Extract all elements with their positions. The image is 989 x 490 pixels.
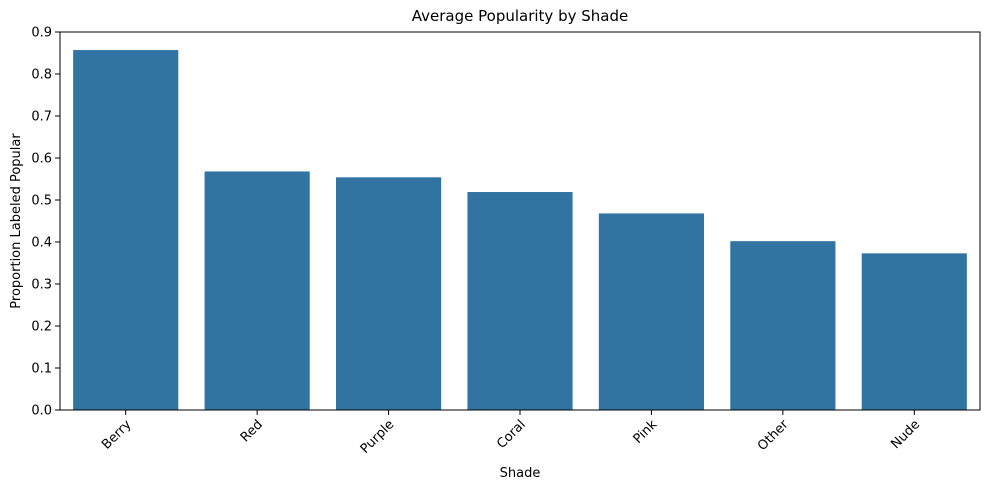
bar-berry [73, 50, 179, 411]
y-tick-label: 0.5 [31, 194, 52, 209]
y-tick-label: 0.9 [31, 26, 52, 41]
x-tick-label: Berry [99, 417, 135, 453]
y-tick-label: 0.8 [31, 68, 52, 83]
x-tick-label: Nude [888, 417, 923, 452]
bar-red [204, 171, 310, 410]
x-tick-label: Other [755, 417, 792, 454]
bar-pink [598, 213, 704, 410]
y-tick-label: 0.3 [31, 278, 52, 293]
y-tick-label: 0.6 [31, 152, 52, 167]
x-tick-label: Coral [494, 417, 529, 452]
bar-coral [467, 192, 573, 410]
bar-purple [336, 177, 442, 410]
y-axis-label: Proportion Labeled Popular [9, 133, 24, 309]
y-tick-label: 0.7 [31, 110, 52, 125]
chart-title: Average Popularity by Shade [412, 7, 628, 25]
x-tick-label: Purple [358, 417, 398, 457]
y-tick-label: 0.1 [31, 362, 52, 377]
x-tick-label: Pink [631, 417, 661, 447]
bars-layer [73, 50, 967, 411]
y-tick-label: 0.0 [31, 404, 52, 419]
plot-frame [59, 31, 981, 411]
y-tick-label: 0.4 [31, 236, 52, 251]
bar-nude [861, 253, 967, 410]
y-tick-label: 0.2 [31, 320, 52, 335]
x-tick-label: Red [238, 417, 266, 445]
bar-other [730, 241, 836, 410]
x-axis-label: Shade [500, 466, 541, 481]
